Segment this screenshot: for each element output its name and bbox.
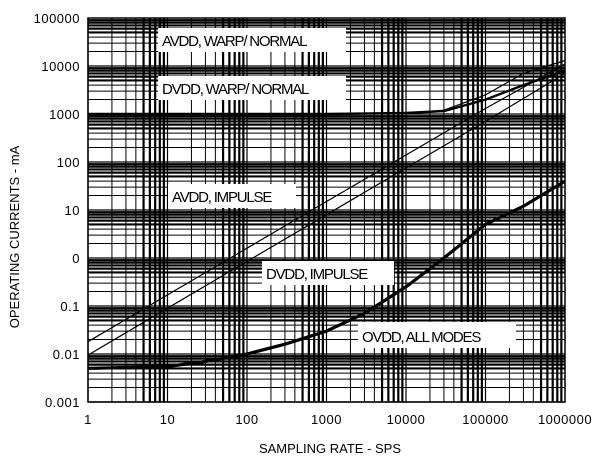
y-tick-label: 0.1 (60, 299, 80, 314)
x-tick-label: 10 (160, 412, 175, 427)
series-line-4 (87, 72, 566, 356)
y-axis-title: OPERATING CURRENTS - mA (7, 145, 22, 328)
plot-border (87, 17, 566, 403)
series-line-3 (87, 63, 566, 343)
annotation-group: AVDD, WARP/ NORMAL DVDD, WARP/ NORMAL AVDD… (158, 28, 516, 348)
x-tick-label: 10000 (387, 412, 426, 427)
annotation-box (158, 28, 346, 52)
tick-labels: 1 10 100 1000 10000 100000 10000000.0010.010.1… (34, 11, 592, 427)
series-line-2 (88, 69, 566, 116)
y-tick-label: 1000 (49, 107, 80, 122)
x-tick-label: 1000000 (538, 412, 592, 427)
y-tick-label: 100 (57, 155, 80, 170)
series-line-5 (87, 179, 566, 370)
series-group (87, 59, 566, 370)
y-tick-label: 0.01 (53, 347, 80, 362)
annotation-3: AVDD, IMPULSE (168, 184, 296, 208)
x-tick-label: 1000 (311, 412, 342, 427)
annotation-label: AVDD, WARP/ NORMAL (162, 33, 307, 50)
annotation-label: DVDD, WARP/ NORMAL (162, 81, 309, 98)
y-tick-label: 0 (72, 251, 80, 266)
annotation-box (262, 261, 394, 285)
x-axis-title: SAMPLING RATE - SPS (259, 441, 401, 456)
annotation-4: DVDD, IMPULSE (262, 261, 394, 285)
x-tick-label: 1 (84, 412, 92, 427)
annotation-box (358, 322, 516, 348)
annotation-label: OVDD, ALL MODES (362, 329, 481, 346)
annotation-label: AVDD, IMPULSE (172, 189, 272, 206)
x-tick-label: 100000 (462, 412, 508, 427)
x-tick-label: 100 (235, 412, 258, 427)
annotation-box (168, 184, 296, 208)
annotation-label: DVDD, IMPULSE (266, 266, 368, 283)
y-tick-label: 0.001 (45, 395, 80, 410)
y-tick-label: 10000 (41, 59, 80, 74)
y-tick-label: 100000 (34, 11, 80, 26)
annotation-1: AVDD, WARP/ NORMAL (158, 28, 346, 52)
annotation-5: OVDD, ALL MODES (358, 322, 516, 348)
annotation-2: DVDD, WARP/ NORMAL (158, 76, 346, 100)
annotation-box (158, 76, 346, 100)
y-tick-label: 10 (65, 203, 80, 218)
